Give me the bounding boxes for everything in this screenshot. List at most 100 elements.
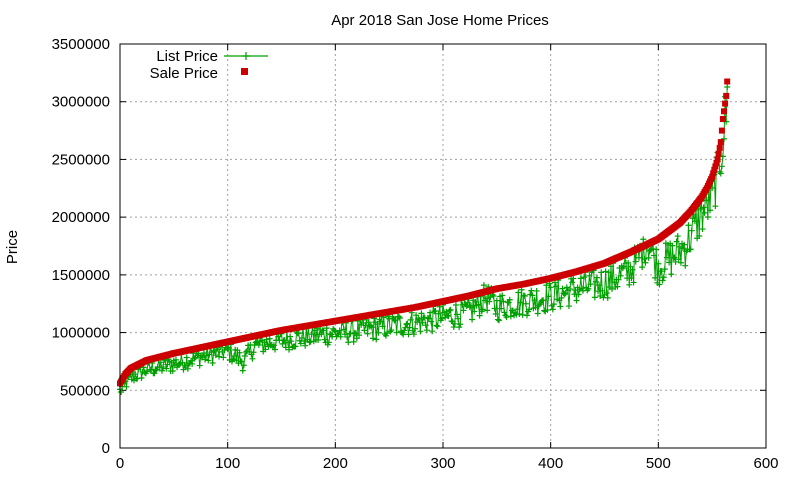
list-price-point bbox=[396, 314, 403, 321]
list-price-point bbox=[238, 358, 245, 365]
list-price-point bbox=[506, 296, 513, 303]
list-price-point bbox=[368, 324, 375, 331]
list-price-point bbox=[345, 339, 352, 346]
list-price-point bbox=[615, 276, 622, 283]
list-price-point bbox=[158, 367, 165, 374]
sale-price-point bbox=[721, 108, 727, 115]
x-tick-label: 500 bbox=[646, 455, 671, 472]
list-price-point bbox=[163, 365, 170, 372]
x-tick-label: 0 bbox=[116, 455, 124, 472]
list-price-point bbox=[301, 338, 308, 345]
list-price-point bbox=[642, 259, 649, 266]
legend-sample-sale-price bbox=[241, 68, 248, 75]
list-price-point bbox=[196, 362, 203, 369]
y-tick-label: 500000 bbox=[60, 382, 110, 399]
list-price-point bbox=[320, 327, 327, 334]
list-price-point bbox=[287, 333, 294, 340]
list-price-point bbox=[451, 320, 458, 327]
list-price-point bbox=[332, 328, 339, 335]
list-price-point bbox=[523, 312, 530, 319]
list-price-point bbox=[416, 316, 423, 323]
list-price-point bbox=[604, 294, 611, 301]
list-price-point bbox=[663, 254, 670, 261]
list-price-point bbox=[680, 245, 687, 252]
list-price-point bbox=[653, 246, 660, 253]
sale-price-point bbox=[718, 127, 725, 134]
list-price-point bbox=[550, 301, 557, 308]
list-price-point bbox=[592, 278, 599, 285]
list-price-point bbox=[656, 281, 663, 288]
list-price-point bbox=[157, 359, 164, 366]
list-price-point bbox=[697, 205, 704, 212]
list-price-point bbox=[647, 246, 654, 253]
list-price-point bbox=[467, 302, 474, 309]
list-price-point bbox=[446, 307, 453, 314]
list-price-point bbox=[570, 275, 577, 282]
list-price-point bbox=[450, 324, 457, 331]
list-price-point bbox=[707, 207, 714, 214]
list-price-point bbox=[597, 292, 604, 299]
sale-price-point bbox=[717, 139, 724, 146]
list-price-point bbox=[531, 297, 538, 304]
list-price-point bbox=[331, 327, 338, 334]
list-price-point bbox=[434, 323, 441, 330]
data-series bbox=[117, 78, 731, 396]
list-price-point bbox=[281, 337, 288, 344]
x-tick-label: 400 bbox=[538, 455, 563, 472]
legend-label-list-price: List Price bbox=[156, 48, 218, 65]
sale-price-point bbox=[722, 100, 729, 107]
list-price-point bbox=[541, 307, 548, 314]
list-price-point bbox=[688, 227, 695, 234]
list-price-point bbox=[188, 357, 195, 364]
list-price-point bbox=[132, 371, 139, 378]
y-tick-label: 3000000 bbox=[52, 94, 110, 111]
list-price-point bbox=[432, 307, 439, 314]
list-price-point bbox=[340, 326, 347, 333]
list-price-point bbox=[220, 354, 227, 361]
list-price-point bbox=[500, 298, 507, 305]
list-price-point bbox=[212, 352, 219, 359]
list-price-point bbox=[405, 331, 412, 338]
list-price-point bbox=[410, 331, 417, 338]
list-price-point bbox=[676, 243, 683, 250]
list-price-point bbox=[547, 284, 554, 291]
list-price-point bbox=[549, 306, 556, 313]
list-price-point bbox=[216, 353, 223, 360]
list-price-point bbox=[516, 311, 523, 318]
y-tick-label: 2500000 bbox=[52, 151, 110, 168]
list-price-point bbox=[687, 246, 694, 253]
list-price-point bbox=[404, 320, 411, 327]
list-price-point bbox=[493, 297, 500, 304]
list-price-point bbox=[306, 339, 313, 346]
list-price-point bbox=[569, 279, 576, 286]
list-price-point bbox=[673, 238, 680, 245]
list-price-point bbox=[203, 352, 210, 359]
list-price-point bbox=[392, 317, 399, 324]
list-price-point bbox=[356, 332, 363, 339]
list-price-point bbox=[533, 287, 540, 294]
list-price-point bbox=[626, 281, 633, 288]
list-price-point bbox=[429, 328, 436, 335]
list-price-point bbox=[543, 282, 550, 289]
list-price-point bbox=[724, 83, 731, 90]
plot-area-border bbox=[119, 43, 767, 449]
list-price-point bbox=[321, 336, 328, 343]
list-price-point bbox=[263, 336, 270, 343]
list-price-point bbox=[464, 299, 471, 306]
list-price-point bbox=[382, 332, 389, 339]
list-price-point bbox=[471, 308, 478, 315]
list-price-point bbox=[490, 293, 497, 300]
list-price-point bbox=[483, 295, 490, 302]
sale-price-point bbox=[724, 78, 731, 85]
list-price-point bbox=[513, 311, 520, 318]
list-price-point bbox=[628, 275, 635, 282]
list-price-point bbox=[377, 318, 384, 325]
sale-price-point bbox=[716, 144, 723, 151]
x-tick-label: 100 bbox=[215, 455, 240, 472]
list-price-point bbox=[718, 163, 725, 170]
list-price-point bbox=[495, 317, 502, 324]
list-price-point bbox=[323, 325, 330, 332]
list-price-point bbox=[288, 338, 295, 345]
list-price-point bbox=[424, 314, 431, 321]
grid-lines bbox=[120, 44, 766, 448]
